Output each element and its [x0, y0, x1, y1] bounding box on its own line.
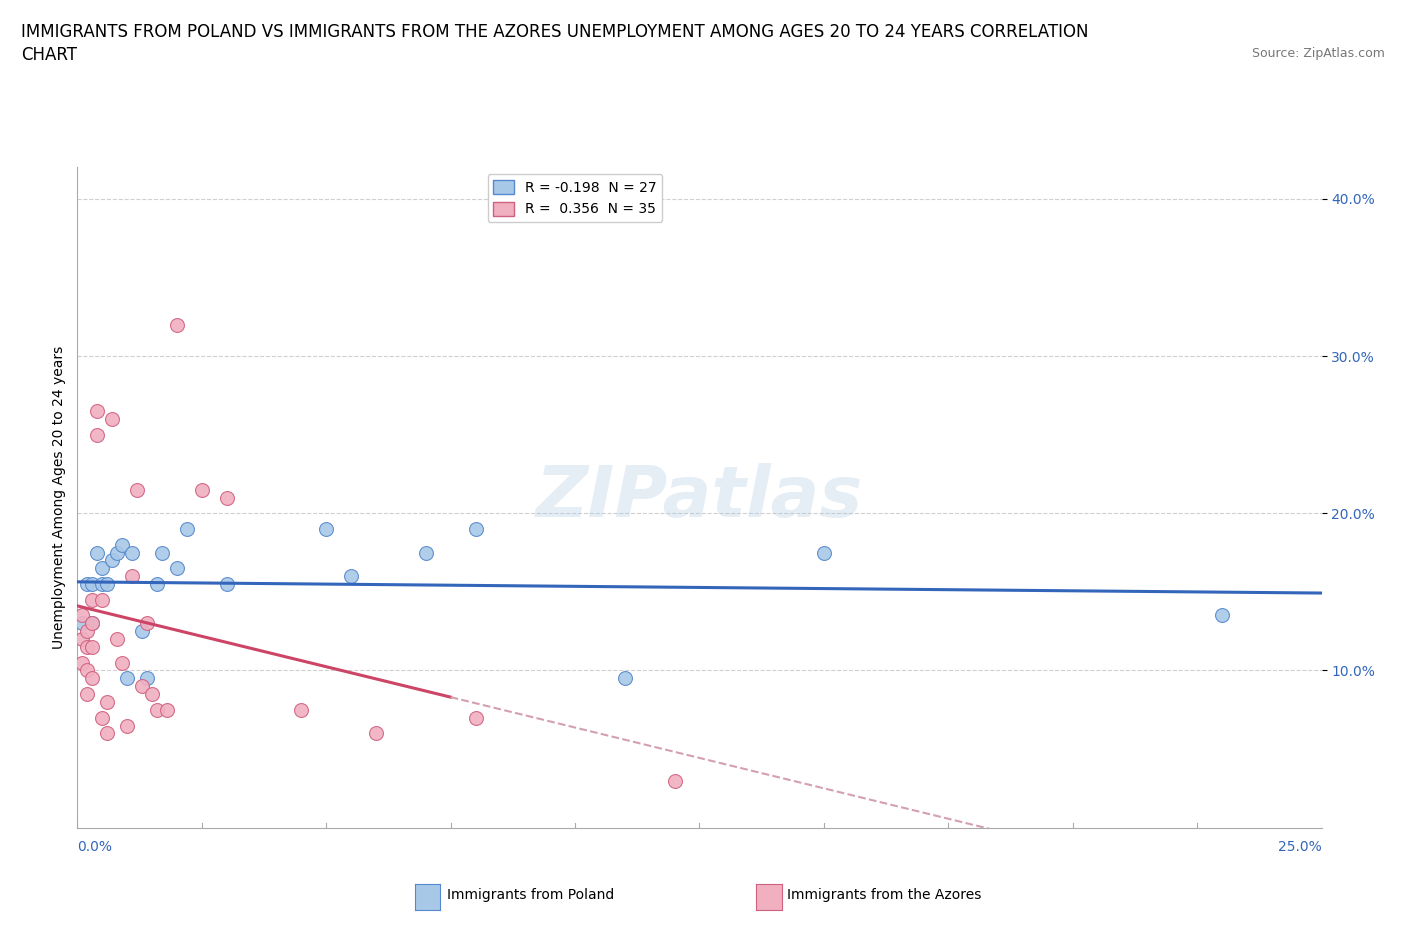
Point [76, 663, 98, 678]
Point [82, 640, 104, 655]
Point [664, 773, 686, 788]
Point [290, 702, 312, 717]
Point [131, 679, 153, 694]
Point [340, 569, 363, 584]
Point [364, 726, 387, 741]
Point [72, 631, 94, 646]
Point [105, 631, 128, 646]
Text: IMMIGRANTS FROM POLAND VS IMMIGRANTS FROM THE AZORES UNEMPLOYMENT AMONG AGES 20 : IMMIGRANTS FROM POLAND VS IMMIGRANTS FRO… [21, 23, 1088, 41]
Point [176, 522, 198, 537]
Point [464, 711, 486, 725]
Point [156, 702, 179, 717]
Point [464, 522, 486, 537]
Point [613, 671, 636, 685]
Point [215, 490, 238, 505]
Point [76, 640, 98, 655]
Point [76, 624, 98, 639]
Point [121, 545, 143, 560]
Point [191, 483, 214, 498]
Point [72, 616, 94, 631]
Point [136, 616, 159, 631]
Point [91, 561, 114, 576]
Point [101, 411, 124, 426]
Point [125, 483, 148, 498]
Point [86, 427, 108, 442]
Point [111, 538, 134, 552]
Point [72, 656, 94, 671]
Point [82, 671, 104, 685]
Text: Immigrants from the Azores: Immigrants from the Azores [787, 887, 981, 902]
Point [96, 695, 118, 710]
Point [82, 616, 104, 631]
Point [150, 545, 173, 560]
Point [315, 522, 337, 537]
Point [121, 569, 143, 584]
Point [166, 561, 188, 576]
Text: Immigrants from Poland: Immigrants from Poland [447, 887, 614, 902]
Point [72, 608, 94, 623]
Point [91, 711, 114, 725]
Point [146, 577, 169, 591]
Point [82, 577, 104, 591]
Point [91, 592, 114, 607]
Text: CHART: CHART [21, 46, 77, 64]
Point [76, 686, 98, 701]
Point [215, 577, 238, 591]
Point [415, 545, 437, 560]
Point [82, 592, 104, 607]
Point [166, 317, 188, 332]
Point [86, 404, 108, 418]
Point [146, 702, 169, 717]
Point [76, 577, 98, 591]
Point [141, 686, 163, 701]
Point [101, 553, 124, 568]
Point [86, 545, 108, 560]
Point [96, 577, 118, 591]
Point [1211, 608, 1233, 623]
Point [96, 726, 118, 741]
Point [105, 545, 128, 560]
Text: 25.0%: 25.0% [1278, 840, 1322, 854]
Text: 0.0%: 0.0% [77, 840, 112, 854]
Point [91, 577, 114, 591]
Legend: R = -0.198  N = 27, R =  0.356  N = 35: R = -0.198 N = 27, R = 0.356 N = 35 [488, 174, 662, 222]
Point [136, 671, 159, 685]
Point [82, 616, 104, 631]
Y-axis label: Unemployment Among Ages 20 to 24 years: Unemployment Among Ages 20 to 24 years [52, 346, 66, 649]
Point [115, 718, 138, 733]
Point [111, 656, 134, 671]
Text: ZIPatlas: ZIPatlas [536, 463, 863, 532]
Point [115, 671, 138, 685]
Text: Source: ZipAtlas.com: Source: ZipAtlas.com [1251, 46, 1385, 60]
Point [131, 624, 153, 639]
Point [813, 545, 835, 560]
